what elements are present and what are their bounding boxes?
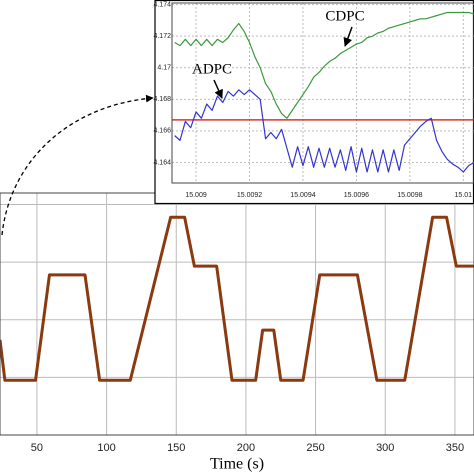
x-tick-label: 15.0098 (397, 192, 422, 199)
annotation-arrow (343, 26, 353, 47)
x-tick-label: 15.01 (455, 192, 473, 199)
y-tick-label: 4.166 (153, 128, 171, 135)
x-tick-label: 250 (306, 442, 324, 454)
y-tick-label: 4.172 (153, 33, 171, 40)
connector-arrow (1, 94, 154, 236)
x-tick-label: 100 (97, 442, 115, 454)
x-tick-label: 15.0096 (344, 192, 369, 199)
x-tick-label: 15.0092 (237, 192, 262, 199)
x-tick-label: 150 (167, 442, 185, 454)
main-chart: 50 100 150 200 250 300 350 (0, 192, 474, 454)
y-tick-label: 4.174 (153, 1, 171, 8)
annotation-arrow (213, 79, 223, 99)
plot-frame (0, 192, 474, 436)
x-tick-label: 15.0094 (290, 192, 315, 199)
y-tick-label: 4.164 (153, 159, 171, 166)
series-line (174, 89, 474, 173)
y-tick-label: 4.17 (157, 65, 171, 72)
plot-frame (171, 2, 474, 184)
annotation: ADPC (192, 61, 232, 77)
x-tick-label: 350 (446, 442, 464, 454)
x-tick-label: 15.009 (185, 192, 207, 199)
annotation: CDPC (325, 8, 364, 24)
x-axis-label: Time (s) (210, 456, 264, 473)
x-tick-label: 50 (31, 442, 43, 454)
series-line (174, 11, 474, 119)
inset-chart: 4.164 4.166 4.168 4.17 4.172 4.174 15.009 15.00… (153, 0, 474, 205)
inset-background (154, 0, 474, 205)
x-tick-label: 300 (376, 442, 394, 454)
y-tick-label: 4.168 (153, 96, 171, 103)
x-tick-label: 200 (237, 442, 255, 454)
series-line (0, 215, 474, 382)
